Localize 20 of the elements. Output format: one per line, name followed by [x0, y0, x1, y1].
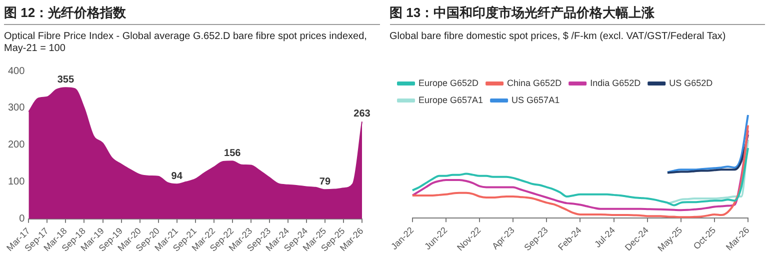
- legend-label: China G652D: [506, 78, 562, 88]
- y-tick-label: 0: [19, 214, 26, 225]
- data-label: 94: [171, 170, 183, 182]
- data-label: 263: [354, 108, 371, 120]
- chart-title: 图 13：中国和印度市场光纤产品价格大幅上涨: [390, 4, 765, 25]
- legend-label: Europe G657A1: [418, 94, 483, 105]
- y-tick-label: 100: [8, 176, 26, 188]
- chart-subtitle: Optical Fibre Price Index - Global average G.652.D bare fibre spot prices indexed, May-21 = 100: [4, 31, 368, 56]
- legend-label: US G652D: [668, 78, 713, 88]
- data-label: 156: [224, 148, 242, 159]
- y-tick-label: 300: [8, 102, 26, 114]
- data-label: 79: [319, 176, 331, 188]
- data-label: 355: [57, 74, 74, 86]
- chart-subtitle: Global bare fibre domestic spot prices, $ /F-km (excl. VAT/GST/Federal Tax): [390, 31, 727, 44]
- legend-label: Europe G652D: [418, 78, 479, 88]
- y-tick-label: 400: [8, 66, 26, 77]
- legend-label: India G652D: [590, 78, 641, 88]
- y-tick-label: 200: [8, 140, 26, 151]
- legend-label: US G657A1: [511, 94, 560, 105]
- chart-title: 图 12：光纤价格指数: [4, 4, 380, 25]
